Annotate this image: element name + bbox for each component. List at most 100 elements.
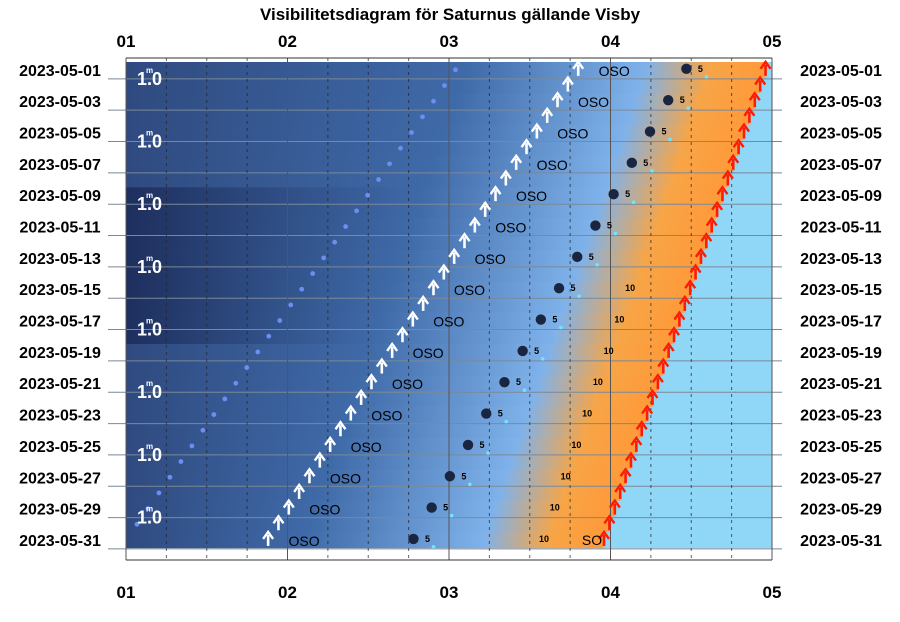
saturn-dot xyxy=(553,283,565,294)
moon-dot xyxy=(453,67,458,73)
moon-track: 1.0m1.0m1.0m1.0m1.0m1.0m1.0m1.0m xyxy=(134,66,458,528)
sun-arrow xyxy=(630,435,643,452)
sun-arrow xyxy=(721,169,734,186)
date-label-left: 2023-05-29 xyxy=(19,502,101,519)
saturn-dot xyxy=(590,220,601,231)
moon-dot xyxy=(420,114,425,120)
moon-dot xyxy=(288,302,294,308)
saturn-dot xyxy=(462,439,474,451)
date-label-right: 2023-05-23 xyxy=(800,408,882,425)
sun-arrow xyxy=(678,294,691,311)
saturn-dot xyxy=(626,157,638,169)
saturn-trail-dot xyxy=(504,419,509,424)
rise-arrow xyxy=(417,294,430,311)
rise-arrow xyxy=(530,122,543,139)
rise-direction-label: OSO xyxy=(557,126,588,142)
saturn-trail-dot xyxy=(449,513,454,518)
altitude-label-10: 10 xyxy=(571,440,581,450)
altitude-label: 5 xyxy=(516,377,521,387)
rise-arrow xyxy=(458,232,471,249)
moon-dot xyxy=(211,412,217,417)
moon-label: 1.0 xyxy=(137,69,162,89)
altitude-label: 5 xyxy=(662,127,667,137)
moon-label-sup: m xyxy=(146,129,153,138)
arrow-head xyxy=(738,122,750,133)
moon-label: 1.0 xyxy=(137,132,162,152)
altitude-label: 5 xyxy=(461,471,466,481)
moon-label: 1.0 xyxy=(137,445,162,465)
moon-label-sup: m xyxy=(146,66,153,75)
rise-direction-label: OSO xyxy=(454,282,485,298)
saturn-dot xyxy=(517,345,528,357)
moon-dot xyxy=(332,239,338,245)
date-label-right: 2023-05-13 xyxy=(800,251,882,268)
arrow-head xyxy=(530,122,543,133)
altitude-label: 5 xyxy=(625,189,630,199)
saturn-trail-dot xyxy=(686,106,691,110)
rise-arrow xyxy=(386,341,399,358)
arrow-head xyxy=(711,200,724,211)
altitude-label: 5 xyxy=(443,503,448,513)
rise-arrow xyxy=(355,388,368,405)
date-label-right: 2023-05-27 xyxy=(800,470,882,487)
moon-dot xyxy=(354,208,360,214)
sun-arrow xyxy=(754,75,767,92)
rise-arrow xyxy=(303,467,316,484)
sun-arrow xyxy=(651,373,664,390)
arrow-head xyxy=(489,185,502,195)
arrow-head xyxy=(705,216,718,227)
moon-dot xyxy=(409,130,414,135)
arrow-head xyxy=(282,498,295,509)
moon-dot xyxy=(233,380,239,386)
date-label-left: 2023-05-13 xyxy=(19,251,101,268)
arrow-head xyxy=(651,373,664,383)
arrow-head xyxy=(614,482,627,493)
moon-dot xyxy=(266,333,272,339)
date-label-right: 2023-05-11 xyxy=(801,220,882,237)
date-label-right: 2023-05-25 xyxy=(800,439,882,456)
altitude-label: 5 xyxy=(480,440,485,450)
axis-labels: 01 01 02 02 03 03 04 04 05 05 2023-05-01 2023-05-01… xyxy=(19,32,882,602)
saturn-trail-dot xyxy=(468,482,472,487)
arrow-head xyxy=(406,310,419,321)
saturn-trail-dot xyxy=(631,200,636,204)
moon-dot xyxy=(431,98,436,104)
hour-tick-top: 02 xyxy=(278,32,297,51)
altitude-label: 5 xyxy=(534,346,539,356)
saturn-trail-dot xyxy=(577,294,581,299)
sun-arrow xyxy=(608,498,621,515)
rise-direction-label: OSO xyxy=(289,533,320,549)
rise-arrow xyxy=(510,153,523,170)
altitude-label: 5 xyxy=(425,534,430,544)
moon-dot xyxy=(145,506,151,511)
sun-arrow xyxy=(662,341,675,358)
moon-dot xyxy=(387,161,392,167)
saturn-dot xyxy=(444,471,456,482)
moon-label-sup: m xyxy=(146,442,153,451)
arrow-head xyxy=(759,59,772,70)
moon-dot xyxy=(178,459,184,464)
rise-arrow xyxy=(561,75,574,92)
arrow-head xyxy=(417,294,430,305)
arrow-head xyxy=(630,435,643,446)
rise-direction-label: OSO xyxy=(578,94,609,110)
sun-arrow xyxy=(673,310,686,327)
rise-arrow xyxy=(375,357,388,374)
rise-arrow xyxy=(313,451,326,468)
saturn-trail-dot xyxy=(540,357,545,361)
arrow-head xyxy=(499,169,512,180)
moon-label-sup: m xyxy=(146,505,153,514)
arrow-head xyxy=(468,216,481,227)
rise-arrow xyxy=(282,498,295,515)
arrow-head xyxy=(458,232,471,242)
altitude-label-10: 10 xyxy=(550,503,560,513)
moon-dot xyxy=(134,521,140,527)
rise-arrow xyxy=(406,310,419,327)
sun-arrow xyxy=(668,326,680,343)
arrow-head xyxy=(700,232,713,242)
sun-arrow xyxy=(689,263,702,280)
altitude-label: 5 xyxy=(552,315,557,325)
arrow-head xyxy=(334,420,347,430)
date-label-right: 2023-05-09 xyxy=(800,188,882,205)
moon-dot xyxy=(310,271,316,276)
